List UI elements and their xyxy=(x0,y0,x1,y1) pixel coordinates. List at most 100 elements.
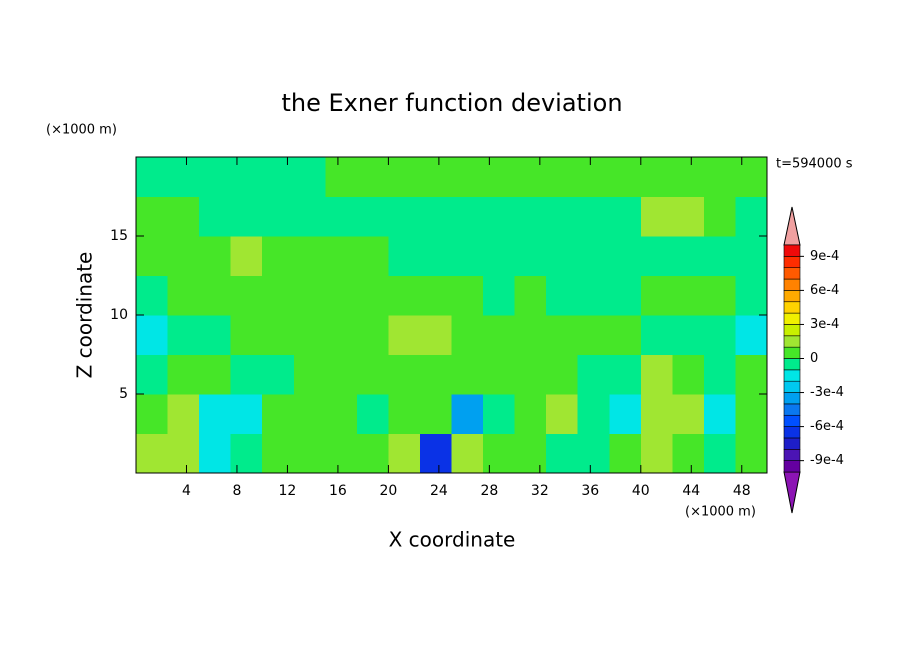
field-cell xyxy=(483,236,516,276)
field-cell xyxy=(703,236,736,276)
field-cell xyxy=(136,394,169,434)
x-tick-label: 16 xyxy=(329,483,347,499)
colorbar-tick-label: -6e-4 xyxy=(810,419,844,434)
field-cell xyxy=(451,157,484,197)
field-cell xyxy=(388,315,421,355)
x-tick-label: 4 xyxy=(182,483,191,499)
field-cell xyxy=(483,315,516,355)
field-cell xyxy=(577,236,610,276)
field-cell xyxy=(672,157,705,197)
field-cell xyxy=(451,315,484,355)
field-cell xyxy=(419,236,452,276)
field-cell xyxy=(167,236,200,276)
field-cell xyxy=(640,394,673,434)
colorbar-band xyxy=(783,380,801,393)
y-unit: (×1000 m) xyxy=(46,123,117,138)
field-cell xyxy=(451,354,484,395)
field-cell xyxy=(735,394,768,434)
field-cell xyxy=(546,157,579,197)
field-cell xyxy=(483,394,516,434)
field-cell xyxy=(356,433,389,474)
field-cell xyxy=(388,394,421,434)
field-cell xyxy=(325,315,358,355)
x-tick-label: 28 xyxy=(480,483,498,499)
colorbar-tick-label: 3e-4 xyxy=(810,317,839,332)
field-cell xyxy=(136,157,169,197)
field-cell xyxy=(703,196,736,237)
field-cell xyxy=(136,354,169,395)
field-cell xyxy=(167,275,200,316)
colorbar-tick-label: -9e-4 xyxy=(810,453,844,468)
field-cell xyxy=(356,394,389,434)
field-cell xyxy=(735,315,768,355)
field-cell xyxy=(546,394,579,434)
field-cell xyxy=(577,196,610,237)
field-cell xyxy=(136,236,169,276)
field-cell xyxy=(703,275,736,316)
field-cell xyxy=(640,354,673,395)
field-cell xyxy=(451,433,484,474)
colorbar-band xyxy=(783,324,801,337)
field-cell xyxy=(356,275,389,316)
field-cell xyxy=(325,157,358,197)
field-cell xyxy=(230,394,263,434)
colorbar-band xyxy=(783,312,801,325)
field-cell xyxy=(609,354,642,395)
colorbar-band xyxy=(783,301,801,314)
field-cell xyxy=(325,354,358,395)
field-cell xyxy=(356,236,389,276)
colorbar-band xyxy=(783,414,801,427)
field-cell xyxy=(451,394,484,434)
field-cell xyxy=(672,354,705,395)
field-cell xyxy=(262,157,295,197)
colorbar-band xyxy=(783,278,801,291)
field-cell xyxy=(262,394,295,434)
field-cell xyxy=(703,354,736,395)
field-cell xyxy=(293,236,326,276)
field-cell xyxy=(577,354,610,395)
field-cell xyxy=(609,315,642,355)
colorbar-band xyxy=(783,392,801,405)
field-cell xyxy=(514,315,547,355)
field-cell xyxy=(356,196,389,237)
field-cell xyxy=(546,275,579,316)
field-cell xyxy=(609,394,642,434)
x-tick-label: 32 xyxy=(531,483,549,499)
x-axis-label: X coordinate xyxy=(389,528,516,552)
field-cell xyxy=(735,354,768,395)
field-cell xyxy=(546,354,579,395)
field-cell xyxy=(388,433,421,474)
field-cell xyxy=(672,394,705,434)
field-cell xyxy=(672,236,705,276)
field-cell xyxy=(546,196,579,237)
field-cell xyxy=(199,433,232,474)
field-cell xyxy=(199,157,232,197)
field-cell xyxy=(735,157,768,197)
field-cell xyxy=(136,275,169,316)
field-cell xyxy=(577,275,610,316)
colorbar-band xyxy=(783,369,801,382)
field-cell xyxy=(293,157,326,197)
field-cell xyxy=(640,196,673,237)
field-cell xyxy=(388,157,421,197)
field-cell xyxy=(199,354,232,395)
field-cell xyxy=(262,354,295,395)
field-cell xyxy=(136,196,169,237)
colorbar-band xyxy=(783,244,801,257)
field-cell xyxy=(136,433,169,474)
field-cell xyxy=(356,157,389,197)
y-tick-label: 5 xyxy=(119,386,128,402)
field-cell xyxy=(451,275,484,316)
field-cell xyxy=(230,157,263,197)
field-cell xyxy=(514,354,547,395)
field-cell xyxy=(514,394,547,434)
field-cell xyxy=(356,315,389,355)
colorbar-tick-label: 6e-4 xyxy=(810,283,839,298)
field-cell xyxy=(640,315,673,355)
field-cell xyxy=(419,433,452,474)
field-cell xyxy=(293,275,326,316)
field-cell xyxy=(483,433,516,474)
field-cell xyxy=(419,157,452,197)
field-cell xyxy=(546,433,579,474)
